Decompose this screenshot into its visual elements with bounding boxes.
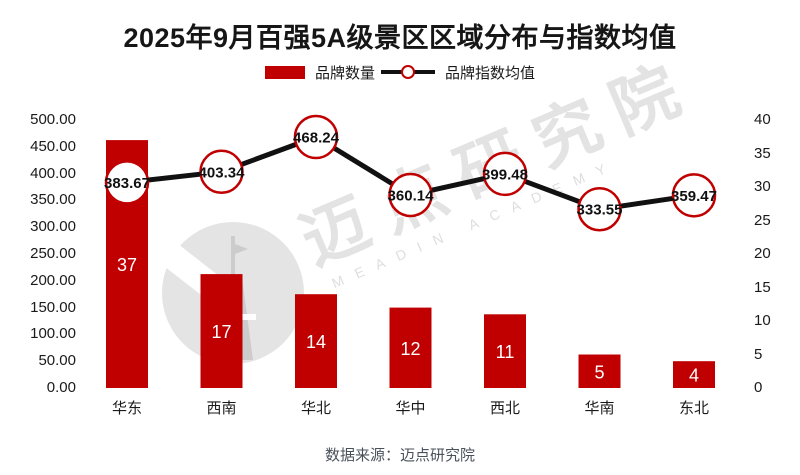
right-axis-tick-label: 30 (754, 178, 771, 195)
line-marker (199, 149, 244, 195)
bar (484, 314, 526, 388)
legend-circle-marker (401, 65, 415, 79)
bar-value-label: 14 (306, 332, 326, 352)
line-marker (482, 151, 528, 197)
left-axis-tick-label: 100.00 (30, 325, 76, 343)
bar-series-swatch-icon (264, 65, 305, 79)
right-value-axis: 40 35 30 25 20 15 10 5 0 (754, 0, 800, 475)
category-label: 东北 (678, 400, 709, 417)
bar (389, 307, 432, 388)
bar-value-label: 11 (496, 342, 515, 362)
category-label: 西南 (206, 400, 237, 417)
left-axis-tick-label: 250.00 (30, 245, 76, 262)
chart-title: 2025年9月百强5A级景区区域分布与指数均值 (123, 23, 677, 53)
line-value-label: 383.67 (104, 175, 150, 192)
left-axis-tick-label: 500.00 (30, 111, 76, 128)
category-label: 华北 (300, 400, 331, 417)
bar (295, 294, 337, 388)
bar-value-label: 4 (689, 366, 699, 386)
legend-label-line-series: 品牌指数均值 (445, 64, 536, 82)
bar (578, 354, 621, 388)
left-axis-tick-label: 350.00 (30, 191, 76, 209)
left-value-axis: 500.00 450.00 400.00 350.00 300.00 250.00 200.… (0, 0, 76, 475)
line-marker (671, 173, 717, 218)
category-label: 西北 (489, 400, 520, 417)
bar-value-label: 37 (117, 255, 137, 275)
line-value-label: 468.24 (293, 130, 340, 147)
line-value-label: 403.34 (199, 164, 246, 181)
plot-area: 37 17 14 12 11 5 4 383.67 403.34 468.24 360.14 399.… (104, 114, 717, 388)
right-axis-tick-label: 15 (754, 278, 771, 296)
right-axis-tick-label: 0 (754, 379, 763, 396)
left-axis-tick-label: 50.00 (38, 352, 76, 370)
bar (673, 361, 715, 388)
bar (200, 274, 243, 388)
right-axis-tick-label: 25 (754, 211, 771, 229)
line-value-label: 360.14 (388, 187, 435, 204)
left-axis-tick-label: 400.00 (30, 164, 76, 182)
legend-label-bar-series: 品牌数量 (314, 64, 375, 82)
line-marker (577, 186, 622, 232)
left-axis-tick-label: 0.00 (46, 379, 76, 396)
bar-value-label: 12 (400, 339, 420, 359)
category-label: 华东 (111, 400, 142, 417)
left-axis-tick-label: 150.00 (30, 298, 76, 316)
bar-value-label: 5 (594, 362, 604, 382)
data-source-note: 数据来源：迈点研究院 (324, 447, 475, 464)
left-axis-tick-label: 300.00 (30, 218, 76, 236)
right-axis-tick-label: 40 (754, 111, 771, 128)
bar-value-label: 17 (211, 322, 231, 342)
category-label: 华中 (395, 400, 426, 417)
left-axis-tick-label: 200.00 (30, 271, 76, 289)
left-axis-tick-label: 450.00 (30, 137, 76, 155)
line-value-label: 399.48 (482, 166, 528, 183)
right-axis-tick-label: 20 (754, 245, 771, 262)
right-axis-tick-label: 5 (754, 345, 763, 363)
line-value-label: 333.55 (577, 202, 623, 219)
line-value-label: 359.47 (671, 188, 717, 205)
line-marker (104, 160, 150, 205)
right-axis-tick-label: 35 (754, 144, 771, 162)
line-marker (388, 172, 433, 218)
right-axis-tick-label: 10 (754, 312, 771, 329)
line-marker (293, 114, 339, 160)
line-series-marker-icon (381, 64, 435, 80)
chart-legend: 品牌数量 品牌指数均值 (0, 61, 800, 83)
category-label: 华南 (584, 400, 615, 417)
